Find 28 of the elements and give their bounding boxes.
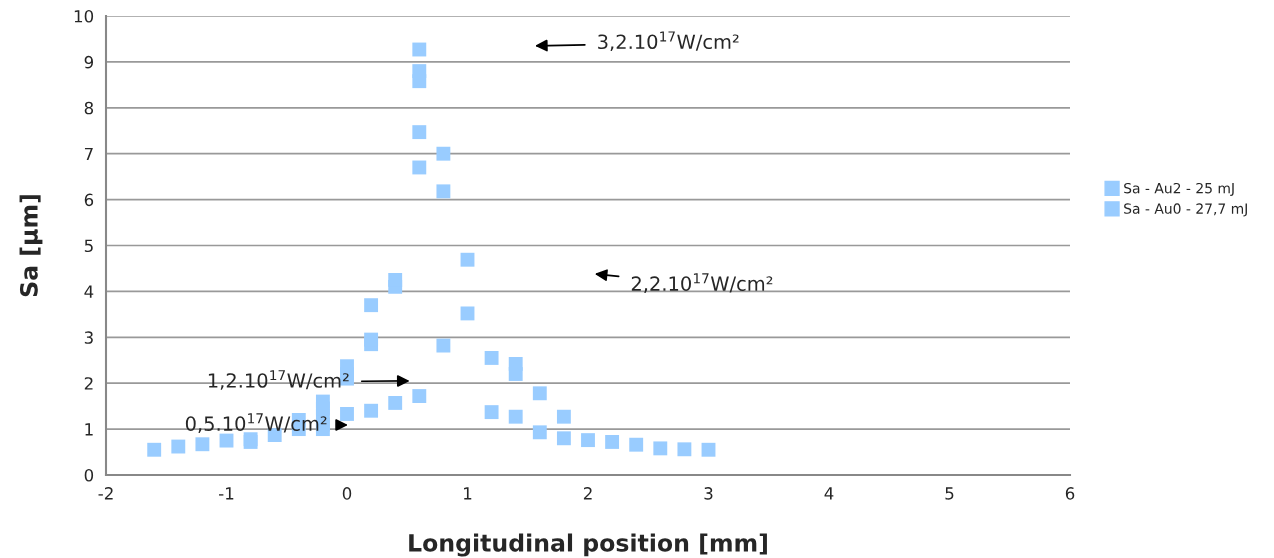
x-tick-label: 6 [1065, 487, 1075, 500]
annotation: 2,2.10$^{17}$W/cm² [631, 273, 773, 293]
y-tick-label: 9 [84, 55, 94, 69]
annotation: 3,2.10$^{17}$W/cm² [598, 31, 739, 52]
x-axis-title: Longitudinal position [mm] [409, 533, 767, 557]
annotation: 1,2.10$^{17}$W/cm² [208, 370, 349, 390]
x-tick-label: -1 [219, 487, 234, 500]
y-tick-label: 5 [84, 239, 93, 253]
x-tick-label: 1 [464, 487, 472, 500]
annotation: 0,5.10$^{17}$W/cm² [185, 413, 327, 433]
x-tick-label: 4 [824, 487, 834, 500]
y-tick-label: 10 [74, 9, 94, 23]
x-tick-label: 5 [945, 487, 954, 500]
y-tick-label: 7 [84, 147, 93, 161]
y-tick-label: 2 [84, 377, 93, 390]
y-tick-label: 1 [85, 423, 93, 436]
x-tick-label: 2 [583, 487, 592, 500]
x-tick-label: 0 [342, 487, 352, 500]
legend-label: Sa - Au2 - 25 mJ [1124, 182, 1234, 197]
x-tick-label: 3 [704, 487, 713, 500]
y-tick-label: 0 [84, 468, 94, 482]
legend-label: Sa - Au0 - 27,7 mJ [1124, 203, 1247, 217]
x-tick-label: -2 [98, 487, 113, 500]
y-tick-label: 6 [84, 193, 94, 207]
y-axis-title: Sa [µm] [19, 195, 43, 297]
y-tick-label: 3 [84, 331, 93, 344]
y-tick-label: 8 [84, 101, 94, 115]
y-tick-label: 4 [84, 285, 94, 298]
